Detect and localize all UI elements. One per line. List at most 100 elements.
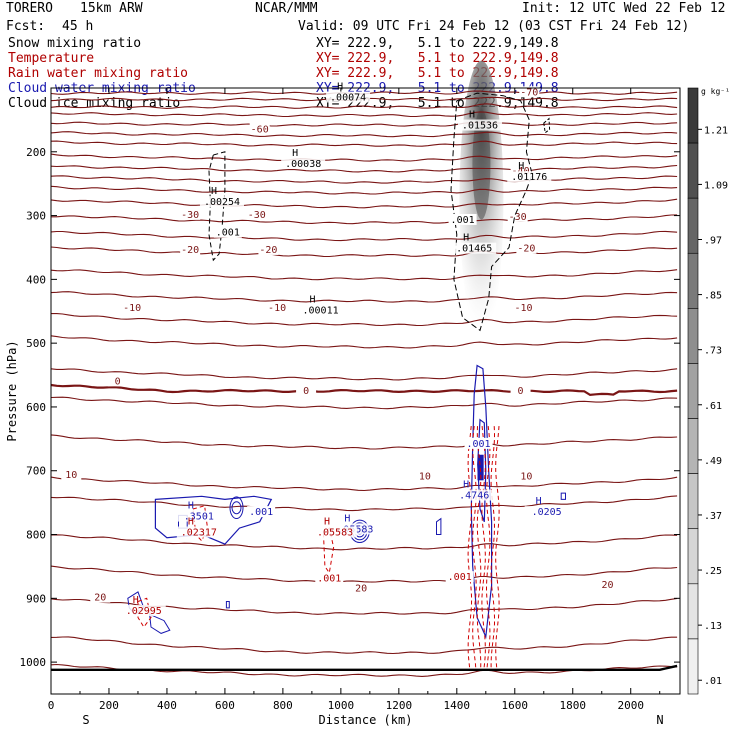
colorbar-swatch (687, 142, 699, 199)
rain-water-contour-column (490, 426, 496, 669)
temperature-contour (50, 269, 678, 281)
x-tick-label: 2000 (617, 699, 644, 712)
colorbar-label: .97 (704, 236, 722, 247)
temperature-contour-label: -10 (514, 303, 532, 314)
temperature-contour-label: -20 (259, 245, 277, 256)
maximum-value-label: .02317 (181, 528, 217, 539)
temperature-label-bg (180, 208, 201, 220)
temperature-label-bg (519, 86, 540, 98)
cloud-water-contour-tiny (225, 601, 230, 609)
temperature-label-bg (414, 470, 435, 482)
temperature-contour-label: 10 (65, 470, 77, 481)
label-bg (247, 506, 276, 518)
maximum-marker: H (469, 110, 475, 121)
cloud-water-ring (229, 496, 244, 520)
forecast-label: Fcst: (6, 19, 46, 34)
temperature-contour-label: -30 (509, 212, 527, 223)
rain-water-contour-south (137, 597, 152, 628)
maximum-value-label: .4746 (459, 491, 489, 502)
temperature-contour (50, 565, 678, 584)
plot-frame (50, 87, 681, 695)
temperature-label-bg (510, 164, 531, 176)
temperature-contour (50, 368, 678, 381)
x-axis-title: Distance (km) (319, 713, 413, 727)
maximum-value-label: .00074 (330, 92, 366, 103)
x-tick-label: 1600 (502, 699, 529, 712)
temperature-contour-label: 20 (94, 593, 106, 604)
temperature-contour (50, 185, 678, 195)
temperature-contour-label: -10 (123, 303, 141, 314)
temperature-contour (50, 230, 678, 242)
maximum-marker: H (211, 186, 217, 197)
temperature-label-bg (516, 470, 537, 482)
temperature-label-bg (351, 582, 372, 594)
label-bg (326, 91, 371, 103)
label-bg (445, 571, 474, 583)
colorbar-swatch (687, 87, 699, 144)
temperature-contour (50, 434, 678, 450)
maximum-value-label: .00038 (285, 159, 321, 170)
colorbar-label: .61 (704, 401, 722, 412)
contour-value-label: .001 (216, 228, 240, 239)
label-bg (176, 510, 221, 522)
x-tick-label: 600 (215, 699, 235, 712)
terrain-surface-line (51, 664, 678, 671)
x-tick-label: 1200 (386, 699, 413, 712)
temperature-contour (50, 175, 678, 184)
contour-value-label: .001 (249, 507, 273, 518)
temperature-contour (50, 153, 678, 162)
cloud-water-contour-east (560, 492, 566, 500)
legend-rain-xy: XY= 222.9, 5.1 to 222.9,149.8 (316, 66, 559, 81)
temperature-contour (50, 111, 678, 118)
maximum-value-label: .01536 (462, 121, 498, 132)
label-bg (457, 119, 502, 131)
y-tick-label: 300 (26, 210, 46, 223)
cloud-water-contour-west (154, 495, 273, 545)
maximum-marker: H (292, 148, 298, 159)
forecast-hour: 45 h (62, 19, 94, 34)
temperature-contour-label: -10 (268, 303, 286, 314)
temperature-contour-label: 0 (518, 386, 524, 397)
north-end-label: N (656, 713, 663, 727)
rain-water-contour-column (467, 426, 473, 669)
maximum-marker: H (536, 496, 542, 507)
label-bg (213, 226, 242, 238)
y-tick-label: 900 (26, 592, 46, 605)
contour-value-label: .001 (317, 573, 341, 584)
contour-value-label: .001 (466, 439, 490, 450)
temperature-contour (50, 246, 678, 258)
legend-temperature-xy: XY= 222.9, 5.1 to 222.9,149.8 (316, 51, 559, 66)
colorbar-label: .85 (704, 291, 722, 302)
temperature-contour-label: -20 (181, 245, 199, 256)
label-bg (507, 171, 552, 183)
temperature-contour-label: 0 (115, 376, 121, 387)
temperature-label-bg (507, 210, 528, 222)
x-tick-label: 1800 (560, 699, 587, 712)
label-bg (176, 526, 221, 538)
temperature-label-bg (61, 469, 82, 481)
institution-label: NCAR/MMM (255, 1, 318, 16)
temperature-label-bg (90, 591, 111, 603)
rain-water-contour-west (192, 505, 209, 542)
cloud-ice-contour-main (450, 92, 533, 332)
colorbar-label: 1.21 (704, 125, 728, 136)
label-bg (452, 242, 497, 254)
maximum-value-label: .02995 (126, 606, 162, 617)
x-tick-label: 1400 (444, 699, 471, 712)
maximum-marker: H (337, 81, 343, 92)
temperature-contour (50, 396, 678, 410)
temperature-contour-label: 20 (602, 580, 614, 591)
temperature-contour-label: 20 (355, 584, 367, 595)
temperature-label-bg (516, 242, 537, 254)
y-tick-label: 700 (26, 465, 46, 478)
temperature-contour (50, 164, 678, 173)
temperature-contour-label: -70 (520, 87, 538, 98)
rain-water-contour-column (472, 426, 477, 669)
maximum-marker: H (188, 501, 194, 512)
model-name: TORERO (6, 1, 53, 16)
label-bg (315, 572, 344, 584)
temperature-contour (50, 335, 678, 349)
colorbar-label: .25 (704, 566, 722, 577)
label-bg (464, 437, 493, 449)
